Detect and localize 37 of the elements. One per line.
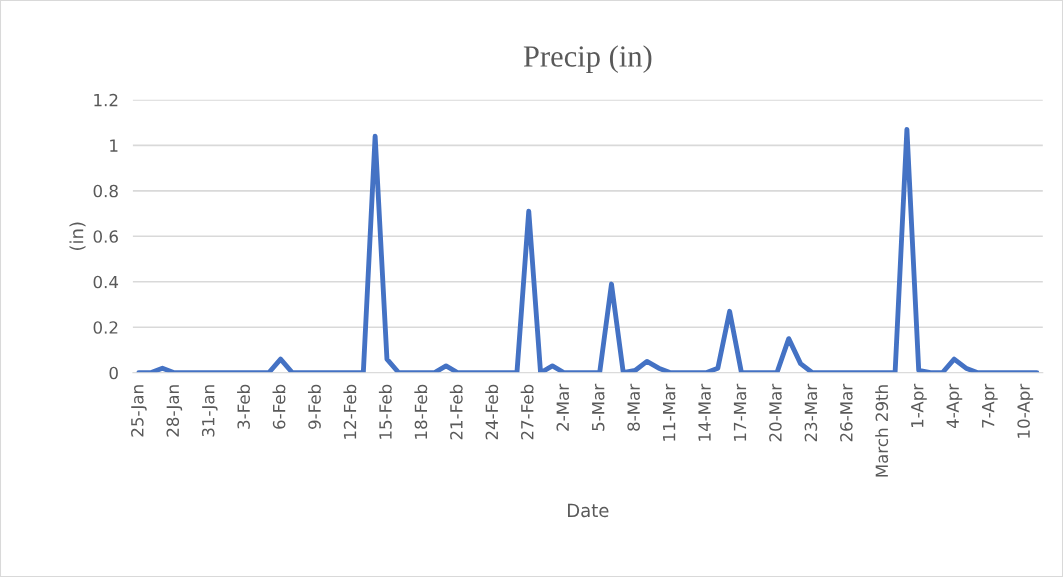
x-tick-label: 9-Feb bbox=[307, 384, 321, 429]
x-tick-label: March 29th bbox=[875, 385, 889, 477]
x-tick-label: 2-Mar bbox=[556, 383, 570, 431]
x-tick-label: 28-Jan bbox=[166, 385, 183, 437]
x-tick-label: 17-Mar bbox=[733, 383, 747, 441]
x-tick-label: 7-Apr bbox=[982, 383, 998, 428]
x-tick-label: 24-Feb bbox=[485, 384, 499, 440]
y-axis-title: (in) bbox=[69, 222, 86, 250]
x-tick-label: 3-Feb bbox=[237, 384, 250, 429]
line-series bbox=[136, 126, 1040, 373]
x-tick-label: 10-Apr bbox=[1017, 383, 1034, 438]
x-tick-label: 5-Mar bbox=[592, 383, 605, 431]
x-tick-label: 4-Apr bbox=[946, 383, 963, 429]
y-tick-label: 0 bbox=[109, 366, 118, 380]
x-tick-label: 6-Feb bbox=[272, 384, 286, 429]
y-tick-label: 0.2 bbox=[93, 321, 118, 334]
x-tick-label: 23-Mar bbox=[804, 383, 818, 442]
y-tick-label: 0.8 bbox=[93, 184, 118, 198]
x-tick-label: 8-Mar bbox=[627, 383, 640, 431]
y-tick-label: 1.2 bbox=[94, 93, 118, 107]
x-tick-label: 15-Feb bbox=[378, 384, 392, 439]
chart-title: Precip (in) bbox=[523, 45, 652, 73]
x-tick-label: 26-Mar bbox=[840, 383, 853, 442]
y-tick-label: 0.6 bbox=[93, 230, 118, 243]
y-tick-label: 0.4 bbox=[93, 275, 119, 289]
x-tick-label: 1-Apr bbox=[911, 383, 927, 428]
x-axis-title: Date bbox=[568, 503, 609, 518]
x-tick-label: 12-Feb bbox=[343, 384, 357, 439]
x-tick-label: 25-Jan bbox=[131, 385, 147, 437]
y-tick-label: 1 bbox=[110, 139, 118, 152]
x-tick-label: 18-Feb bbox=[414, 384, 428, 439]
x-tick-label: 27-Feb bbox=[520, 384, 534, 440]
x-tick-label: 11-Mar bbox=[663, 383, 676, 441]
x-tick-label: 21-Feb bbox=[449, 384, 463, 440]
x-tick-label: 31-Jan bbox=[201, 385, 218, 437]
x-tick-label: 20-Mar bbox=[769, 383, 782, 442]
x-tick-label: 14-Mar bbox=[698, 383, 711, 441]
